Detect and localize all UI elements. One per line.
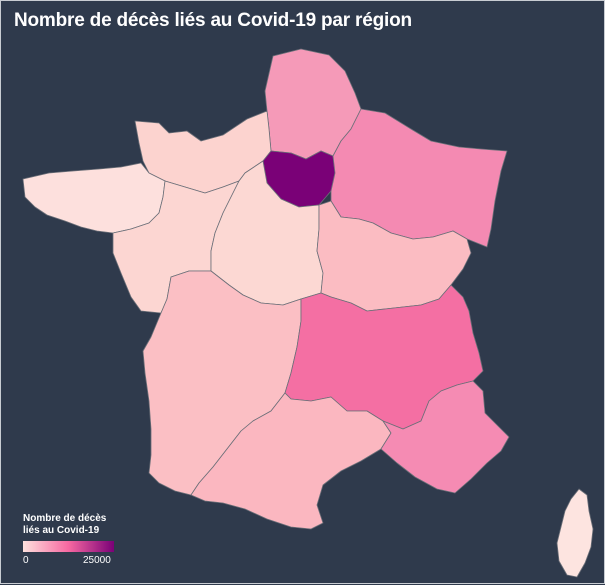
- region-bretagne[interactable]: Bretagne: [22, 162, 166, 234]
- legend-min-label: 0: [23, 555, 29, 566]
- region-corse[interactable]: Corse: [556, 488, 594, 578]
- legend-max-label: 25000: [83, 555, 111, 566]
- legend-gradient-bar: [23, 541, 114, 552]
- region-paca[interactable]: Provence-Alpes-Côte d'Azur: [380, 380, 510, 494]
- legend-title: Nombre de décès liés au Covid-19: [23, 513, 133, 537]
- legend-title-line2: liés au Covid-19: [23, 525, 100, 536]
- color-legend: Nombre de décès liés au Covid-19 0 25000: [23, 513, 133, 567]
- legend-title-line1: Nombre de décès: [23, 513, 107, 524]
- legend-ticks: 0 25000: [23, 555, 123, 567]
- map-title: Nombre de décès liés au Covid-19 par rég…: [14, 10, 412, 31]
